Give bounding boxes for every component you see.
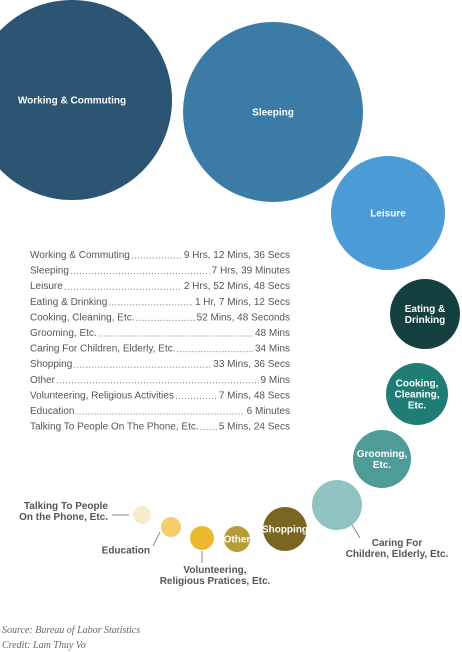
row-time: 6 Minutes [247, 406, 290, 417]
bubble [331, 156, 445, 270]
bubble-label: Sleeping [252, 108, 294, 119]
label-line: Eating & [405, 304, 446, 315]
bubble [353, 430, 411, 488]
bubble-label: Eating & Drinking [405, 304, 446, 326]
row-name: Caring For Children, Elderly, Etc. [30, 344, 175, 355]
bubble-label: Shopping [262, 525, 308, 536]
row-time: 9 Mins [261, 375, 290, 386]
bubble [183, 22, 363, 202]
label-line: Cleaning, [394, 390, 439, 401]
row-time: 7 Mins, 48 Secs [219, 390, 290, 401]
row-name: Education [30, 406, 74, 417]
leader-line [351, 524, 361, 539]
row-time: 33 Mins, 36 Secs [213, 359, 290, 370]
label-line: Religious Pratices, Etc. [160, 576, 271, 587]
bubble [224, 526, 250, 552]
bubble [190, 526, 214, 550]
row-name: Shopping [30, 359, 72, 370]
bubble-label: Grooming, Etc. [357, 449, 408, 471]
bubble [0, 0, 172, 200]
row-time: 7 Hrs, 39 Minutes [212, 266, 290, 277]
bubble [263, 507, 307, 551]
row-name: Volunteering, Religious Activities [30, 390, 174, 401]
row-time: 1 Hr, 7 Mins, 12 Secs [195, 297, 290, 308]
label-line: Sleeping [252, 108, 294, 119]
label-line: Education [102, 546, 150, 557]
row-name: Working & Commuting [30, 250, 130, 261]
label-line: Grooming, [357, 449, 408, 460]
bubble-label: Cooking, Cleaning, Etc. [394, 379, 439, 412]
row-name: Sleeping [30, 266, 69, 277]
bubble-label: Caring For Children, Elderly, Etc. [346, 538, 449, 560]
bubble-label: Leisure [370, 209, 406, 220]
row-name: Other [30, 375, 56, 386]
bubble-label: Working & Commuting [18, 96, 126, 107]
label-line: Talking To People [24, 501, 109, 512]
row-time: 2 Hrs, 52 Mins, 48 Secs [184, 281, 290, 292]
row-time: 9 Hrs, 12 Mins, 36 Secs [184, 250, 290, 261]
bubble [386, 363, 448, 425]
row-name: Grooming, Etc. [30, 328, 97, 339]
label-line: Other [224, 535, 251, 546]
credit: Credit: Lam Thuy Vo [2, 640, 86, 651]
label-line: Drinking [405, 315, 446, 326]
row-time: 34 Mins [255, 344, 290, 355]
label-line: Children, Elderly, Etc. [346, 549, 449, 560]
row-name: Cooking, Cleaning, Etc. [30, 312, 135, 323]
label-line: Etc. [373, 460, 392, 471]
label-line: Shopping [262, 525, 308, 536]
bubble [133, 506, 151, 524]
label-line: Caring For [372, 538, 423, 549]
bubble-label: Talking To People On the Phone, Etc. [19, 501, 108, 523]
label-line: Leisure [370, 209, 406, 220]
bubble-label: Other [224, 535, 251, 546]
row-name: Talking To People On The Phone, Etc. [30, 422, 199, 433]
label-line: Cooking, [396, 379, 439, 390]
label-line: On the Phone, Etc. [19, 512, 108, 523]
row-time: 52 Mins, 48 Seconds [197, 312, 290, 323]
label-line: Etc. [408, 401, 427, 412]
bubble [312, 480, 362, 530]
label-line: Working & Commuting [18, 96, 126, 107]
leader-line [152, 531, 161, 547]
row-name: Leisure [30, 281, 63, 292]
row-time: 48 Mins [255, 328, 290, 339]
bubble-label: Volunteering, Religious Pratices, Etc. [160, 565, 271, 587]
bubble [390, 279, 460, 349]
bubble [161, 517, 181, 537]
source: Source: Bureau of Labor Statistics [2, 625, 140, 636]
bubble-label: Education [102, 546, 150, 557]
row-name: Eating & Drinking [30, 297, 107, 308]
label-line: Volunteering, [183, 565, 246, 576]
row-time: 5 Mins, 24 Secs [219, 422, 290, 433]
